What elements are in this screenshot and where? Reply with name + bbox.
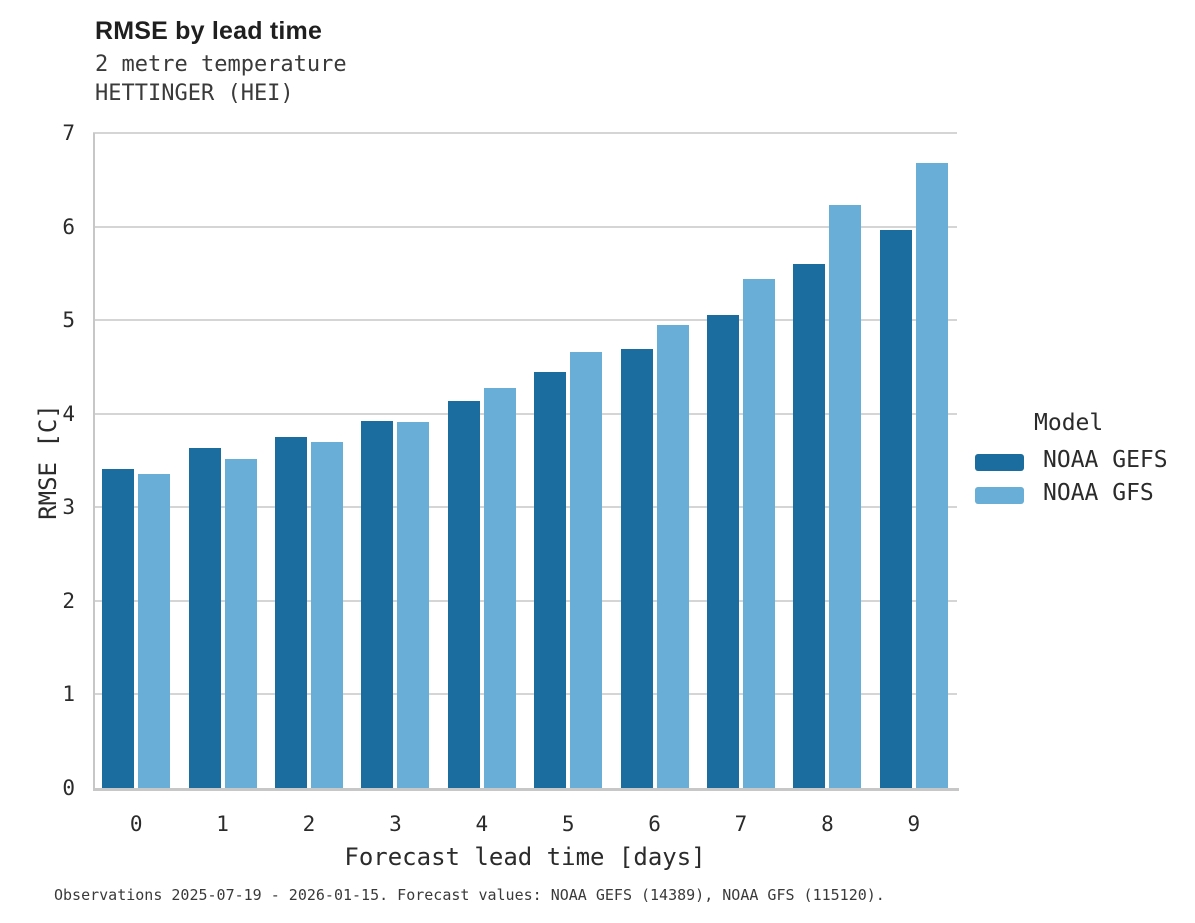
bar-noaa-gfs-lead-6 (656, 324, 689, 788)
bar-noaa-gefs-lead-0 (102, 468, 135, 788)
x-tick-label-7: 7 (734, 812, 748, 836)
y-tick-label-6: 6 (62, 214, 75, 239)
bar-noaa-gefs-lead-9 (879, 230, 912, 788)
x-tick-label-4: 4 (475, 812, 489, 836)
bar-noaa-gefs-lead-4 (447, 400, 480, 788)
gridline-y1 (93, 693, 957, 696)
gridline-y2 (93, 599, 957, 602)
bar-noaa-gfs-lead-8 (829, 205, 862, 788)
bar-noaa-gefs-lead-2 (275, 437, 307, 788)
x-tick-label-6: 6 (648, 812, 661, 836)
y-tick-label-7: 7 (62, 121, 75, 145)
footnote-text: Observations 2025-07-19 - 2026-01-15. Fo… (54, 886, 885, 904)
bar-noaa-gfs-lead-1 (224, 458, 257, 788)
x-tick-label-0: 0 (129, 812, 143, 836)
gridline-y3 (93, 506, 957, 509)
bar-noaa-gefs-lead-7 (707, 315, 739, 788)
x-tick-label-9: 9 (907, 812, 921, 836)
legend-label-noaa-gefs: NOAA GEFS (1043, 447, 1168, 473)
bar-noaa-gefs-lead-1 (188, 448, 221, 788)
legend-swatch-noaa-gfs (975, 487, 1024, 504)
x-tick-label-3: 3 (389, 812, 402, 836)
gridline-y5 (93, 319, 957, 322)
gridline-y7 (93, 132, 957, 134)
y-tick-label-4: 4 (62, 401, 75, 426)
x-tick-label-2: 2 (302, 812, 316, 836)
bar-noaa-gefs-lead-6 (620, 349, 653, 788)
x-axis-label: Forecast lead time [days] (344, 843, 706, 871)
y-tick-label-3: 3 (62, 495, 75, 520)
gridline-y6 (93, 225, 957, 228)
x-tick-label-5: 5 (561, 812, 575, 836)
chart-title: RMSE by lead time (95, 17, 323, 45)
y-axis-spine (93, 133, 95, 790)
chart-subtitle-station: HETTINGER (HEI) (95, 81, 294, 106)
gridline-y4 (93, 412, 957, 415)
chart-subtitle-variable: 2 metre temperature (95, 52, 347, 77)
bar-noaa-gfs-lead-9 (915, 162, 948, 788)
bar-noaa-gefs-lead-5 (534, 371, 567, 788)
bar-noaa-gfs-lead-0 (138, 473, 171, 788)
y-tick-label-1: 1 (62, 682, 75, 707)
bar-noaa-gefs-lead-8 (793, 264, 826, 788)
y-axis-label: RMSE [C] (34, 404, 62, 520)
bar-noaa-gfs-lead-2 (311, 441, 343, 788)
y-tick-label-5: 5 (62, 308, 75, 333)
bar-noaa-gfs-lead-3 (397, 422, 430, 788)
bar-noaa-gfs-lead-7 (743, 278, 775, 788)
bar-noaa-gfs-lead-4 (483, 388, 516, 788)
bar-noaa-gfs-lead-5 (570, 351, 603, 788)
x-axis-spine (93, 788, 959, 791)
legend-swatch-noaa-gefs (975, 454, 1024, 471)
x-tick-label-8: 8 (821, 812, 834, 836)
bar-noaa-gefs-lead-3 (361, 421, 394, 788)
y-tick-label-2: 2 (62, 588, 75, 613)
x-tick-label-1: 1 (216, 812, 229, 836)
legend-label-noaa-gfs: NOAA GFS (1043, 480, 1154, 506)
y-tick-label-0: 0 (62, 776, 75, 800)
legend-title: Model (1034, 410, 1104, 436)
